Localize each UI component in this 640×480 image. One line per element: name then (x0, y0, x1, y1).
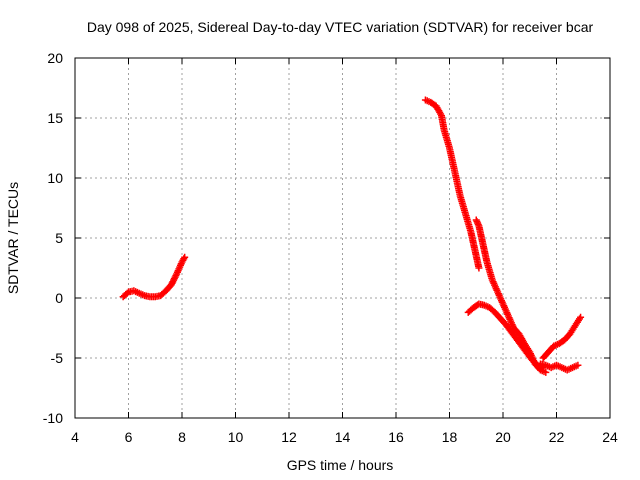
x-tick-label: 20 (495, 429, 511, 445)
x-tick-label: 18 (442, 429, 458, 445)
data-point (167, 281, 175, 289)
y-axis-label: SDTVAR / TECUs (5, 182, 21, 294)
y-tick-label: 0 (55, 290, 63, 306)
x-tick-label: 24 (602, 429, 618, 445)
y-tick-label: -10 (43, 410, 63, 426)
series-segment-2 (421, 96, 483, 272)
data-point (169, 278, 177, 286)
data-point (168, 279, 176, 287)
x-tick-label: 8 (178, 429, 186, 445)
x-tick-label: 12 (281, 429, 297, 445)
data-point (181, 253, 189, 261)
x-tick-label: 14 (335, 429, 351, 445)
data-point (577, 313, 585, 321)
x-tick-label: 6 (125, 429, 133, 445)
series-segment-1 (119, 253, 189, 301)
data-point (171, 273, 179, 281)
y-tick-label: 5 (55, 230, 63, 246)
y-tick-label: 15 (47, 110, 63, 126)
series-segment-4 (464, 300, 547, 372)
grid (75, 58, 610, 418)
data-point (172, 272, 180, 280)
y-tick-label: 20 (47, 50, 63, 66)
y-tick-label: -5 (51, 350, 64, 366)
series-segment-3 (472, 216, 550, 376)
series-segment-5 (536, 360, 582, 374)
x-tick-label: 22 (549, 429, 565, 445)
x-tick-label: 16 (388, 429, 404, 445)
data-point (170, 275, 178, 283)
ticks: 4 6 8 10 12 14 16 18 20 22 24 -10 -5 0 5 10 15 20 (43, 50, 618, 445)
data-point (574, 361, 582, 369)
y-tick-label: 10 (47, 170, 63, 186)
data-point (475, 264, 483, 272)
x-tick-label: 10 (228, 429, 244, 445)
x-axis-label: GPS time / hours (287, 457, 394, 473)
data-point (170, 276, 178, 284)
x-tick-label: 4 (71, 429, 79, 445)
chart-title: Day 098 of 2025, Sidereal Day-to-day VTE… (87, 19, 594, 35)
series-segment-6 (539, 313, 585, 362)
data-point (542, 368, 550, 376)
data-marks (119, 96, 585, 376)
